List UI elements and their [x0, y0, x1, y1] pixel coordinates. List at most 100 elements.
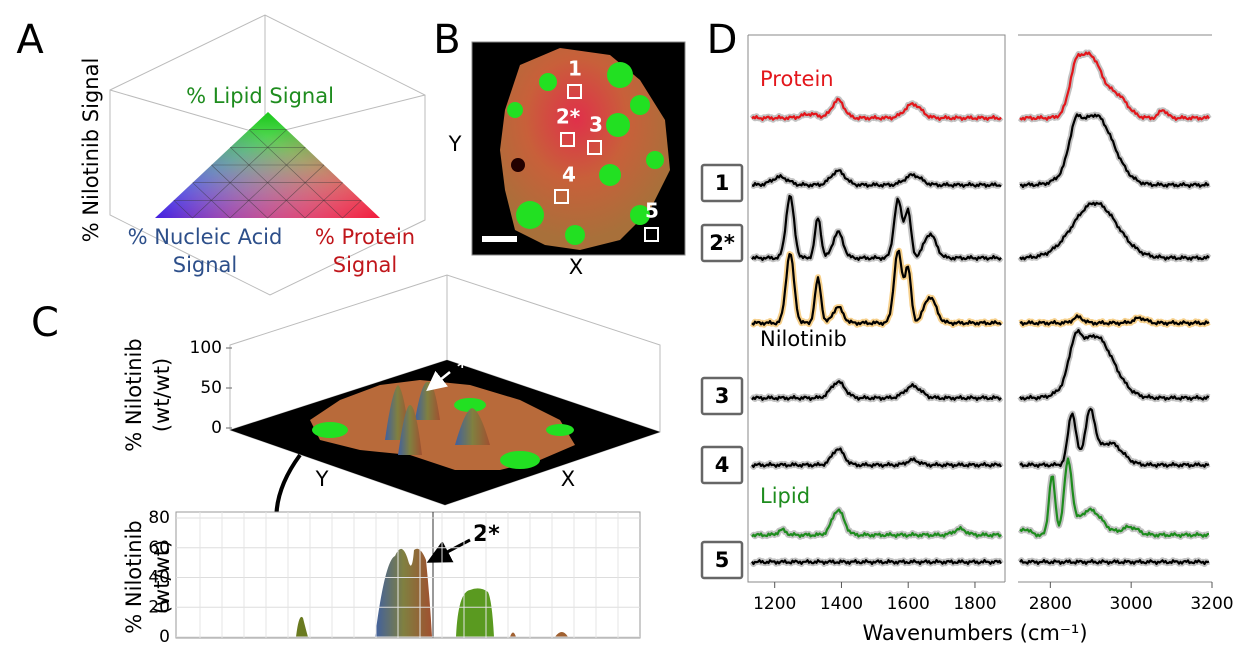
spectrum-band [1018, 111, 1211, 190]
spectrum-line [751, 558, 1002, 566]
spectrum-line [1019, 113, 1210, 189]
panel-d: D Wavenumbers (cm⁻¹) 1200 1400 1600 1800 280… [700, 17, 1234, 645]
spectrum-line [751, 249, 1002, 327]
spectrum-label: Nilotinib [760, 327, 847, 351]
axis-label: Y [448, 132, 462, 156]
spectrum-band [749, 506, 1004, 540]
spectrum-label: 5 [715, 548, 730, 572]
ternary-triangle [155, 112, 380, 219]
spectrum-line [751, 380, 1002, 402]
region-boxes [554, 84, 659, 242]
lipid-label: % Lipid Signal [186, 84, 334, 108]
x-tick-label: 3000 [1110, 594, 1153, 614]
label-box [700, 163, 744, 203]
spectrum-line [1019, 457, 1210, 538]
nucleic-label: % Nucleic Acid [128, 225, 283, 249]
y-tick-label: 60 [148, 538, 170, 558]
y-tick-label: 80 [148, 508, 170, 528]
region-label: 2* [556, 105, 581, 129]
cell-image [500, 48, 670, 250]
z-tick-label: 100 [190, 338, 222, 358]
region-label: 5 [645, 199, 659, 223]
y-tick-label: 40 [148, 568, 170, 588]
x-tick-label: 3200 [1190, 594, 1233, 614]
axis-label: X [569, 255, 583, 279]
ternary-grid [192, 129, 287, 219]
label-box [700, 540, 744, 580]
axis-label: % Nilotinib [122, 520, 146, 633]
dark-spot [511, 158, 525, 172]
panel-label: B [433, 17, 460, 63]
spectrum-label: 1 [715, 171, 730, 195]
x-tick-label: 2800 [1029, 594, 1072, 614]
nucleic-label: Signal [173, 253, 238, 277]
axis-label: Y [315, 467, 329, 491]
x-tick-label: 1800 [953, 594, 996, 614]
label-box [700, 223, 744, 263]
panel-c: C * % Nilotinib (wt/wt) Y X 2* % Nilotin… [31, 274, 661, 647]
x-tick-label: 1600 [887, 594, 930, 614]
region-labels: 1 2* 3 4 5 [556, 57, 659, 223]
panel-a: A % Nilotinib Signal % Lipid Signal % Nu… [16, 14, 426, 296]
spectrum-line [751, 169, 1002, 188]
panel-label: A [16, 17, 44, 63]
ternary-grid [173, 200, 193, 219]
spectrum-line [751, 97, 1002, 121]
y-tick-label: 0 [159, 627, 170, 647]
spectrum-line [1019, 407, 1210, 468]
x-tick-label: 1400 [820, 594, 863, 614]
region-label: 3 [589, 113, 603, 137]
z-tick-label: 0 [211, 418, 222, 438]
ternary-grid [248, 129, 343, 219]
spectrum-label: 4 [715, 453, 730, 477]
spectrum-label: Lipid [760, 484, 810, 508]
x-tick-label: 1200 [753, 594, 796, 614]
surface-peaks [385, 381, 490, 455]
surface [310, 380, 575, 470]
panel-label: D [707, 17, 738, 63]
spectrum-line [751, 508, 1002, 538]
axes-frame [747, 34, 1006, 583]
axis-label: % Nilotinib Signal [79, 58, 103, 243]
profile-peaks [296, 548, 568, 637]
label-box [700, 445, 744, 485]
annotation-arrow [426, 370, 451, 392]
spectrum-label: Protein [760, 67, 834, 91]
x-axis-label: Wavenumbers (cm⁻¹) [862, 621, 1087, 645]
ternary-grid [229, 147, 306, 219]
region-label: 1 [568, 57, 582, 81]
spectrum-label: 3 [715, 384, 730, 408]
ternary-grid [267, 164, 325, 219]
lipid-droplets [312, 398, 574, 469]
ternary-grid [342, 200, 362, 219]
axis-label: (wt/wt) [150, 358, 174, 432]
spectrum-line [1019, 51, 1210, 121]
spectrum-line [751, 447, 1002, 468]
axis-label: X [561, 467, 575, 491]
annotation: * [457, 355, 468, 379]
z-tick-label: 50 [200, 378, 222, 398]
spectrum-band [1017, 405, 1211, 470]
spectrum-line [1019, 328, 1210, 401]
lipid-droplets [507, 62, 664, 245]
axis-label: % Nilotinib [122, 338, 146, 451]
spectrum-line [1019, 314, 1210, 327]
panel-label: C [31, 300, 59, 346]
spectrum-band [749, 193, 1004, 263]
axis-label: (wt/wt) [150, 540, 174, 614]
spectrum-band [750, 247, 1004, 328]
annotation: 2* [473, 522, 500, 547]
panel-b: B 1 2* 3 4 5 Y X [433, 17, 686, 279]
spectrum-band [1017, 49, 1212, 123]
label-box [700, 376, 744, 416]
protein-label: Signal [333, 253, 398, 277]
protein-label: % Protein [315, 225, 415, 249]
y-tick-label: 20 [148, 597, 170, 617]
region-label: 4 [562, 163, 576, 187]
spectrum-label: 2* [709, 231, 735, 255]
spectrum-line [1019, 559, 1210, 566]
scale-bar [482, 236, 517, 242]
ternary-grid [211, 164, 268, 219]
spectrum-line [1019, 201, 1210, 261]
